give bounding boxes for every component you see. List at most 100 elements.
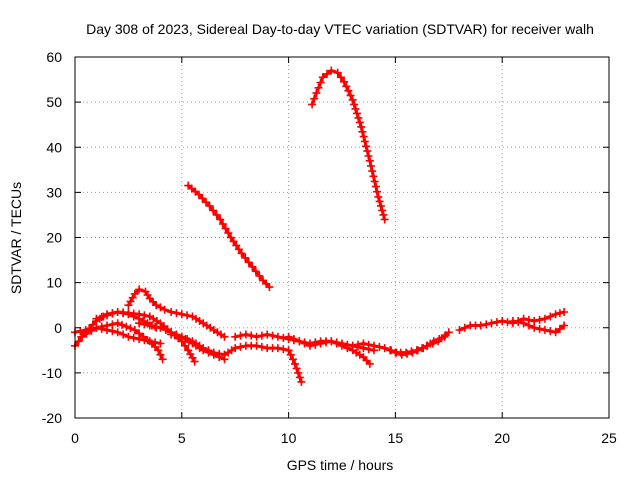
data-point-marker xyxy=(151,338,160,347)
data-point-marker xyxy=(408,348,417,357)
data-point-marker xyxy=(145,337,154,346)
data-point-marker xyxy=(322,338,330,347)
data-point-marker xyxy=(265,283,274,292)
data-point-marker xyxy=(286,350,295,359)
data-point-marker xyxy=(333,68,342,77)
data-point-marker xyxy=(151,322,160,331)
y-tick-label: 40 xyxy=(46,139,62,155)
data-point-marker xyxy=(376,201,385,210)
data-point-marker xyxy=(476,321,485,330)
data-point-marker xyxy=(403,349,412,358)
data-point-marker xyxy=(273,344,282,353)
data-point-marker xyxy=(355,118,364,127)
data-point-marker xyxy=(252,332,261,341)
data-point-marker xyxy=(338,341,346,350)
data-point-marker xyxy=(316,339,325,348)
data-point-marker xyxy=(530,317,539,325)
data-point-marker xyxy=(560,321,569,330)
data-point-marker xyxy=(216,215,225,224)
data-point-marker xyxy=(503,318,512,327)
data-point-marker xyxy=(350,100,359,109)
data-point-marker xyxy=(514,318,523,327)
data-point-marker xyxy=(371,182,380,191)
data-point-marker xyxy=(237,249,246,258)
data-point-marker xyxy=(348,95,357,104)
data-point-marker xyxy=(392,348,401,357)
data-point-marker xyxy=(359,339,368,348)
y-tick-label: 30 xyxy=(46,184,62,200)
data-point-marker xyxy=(498,317,507,325)
data-point-marker xyxy=(540,326,549,334)
data-point-marker xyxy=(257,331,266,340)
x-tick-label: 25 xyxy=(601,430,617,446)
data-point-marker xyxy=(145,321,154,330)
data-point-marker xyxy=(231,344,240,353)
data-point-marker xyxy=(364,152,373,160)
data-point-marker xyxy=(524,321,533,330)
data-point-marker xyxy=(140,320,149,329)
data-point-marker xyxy=(257,342,266,351)
data-point-marker xyxy=(156,303,165,312)
data-point-marker xyxy=(492,318,501,327)
data-point-marker xyxy=(241,253,250,262)
x-tick-label: 5 xyxy=(178,430,186,446)
data-point-marker xyxy=(530,323,539,332)
data-point-marker xyxy=(140,311,149,320)
y-tick-label: 50 xyxy=(46,94,62,110)
data-point-marker xyxy=(444,328,453,337)
data-point-marker xyxy=(369,172,378,181)
series-track-k xyxy=(184,181,274,292)
data-point-marker xyxy=(354,340,362,349)
data-point-marker xyxy=(154,346,163,355)
data-point-marker xyxy=(279,333,288,342)
data-point-marker xyxy=(327,337,336,346)
data-point-marker xyxy=(108,327,117,336)
data-point-marker xyxy=(218,220,227,228)
data-point-marker xyxy=(312,89,321,98)
data-point-marker xyxy=(363,147,372,156)
data-point-marker xyxy=(364,340,373,349)
data-point-marker xyxy=(221,224,230,233)
data-point-marker xyxy=(252,341,261,350)
data-series xyxy=(71,66,569,386)
x-axis-title: GPS time / hours xyxy=(287,457,394,473)
data-point-marker xyxy=(97,324,106,333)
data-point-marker xyxy=(354,113,363,122)
data-point-marker xyxy=(368,167,377,176)
data-point-marker xyxy=(202,198,210,207)
data-point-marker xyxy=(236,331,245,340)
data-point-marker xyxy=(323,69,331,78)
data-point-marker xyxy=(241,330,250,339)
data-point-marker xyxy=(76,327,85,336)
y-tick-labels: -20 -10 0 10 20 30 40 50 60 xyxy=(42,49,62,426)
data-point-marker xyxy=(455,326,464,334)
data-point-marker xyxy=(255,271,264,280)
data-point-marker xyxy=(135,319,144,328)
data-point-marker xyxy=(103,326,111,334)
data-point-marker xyxy=(156,350,165,359)
series-track-j xyxy=(284,332,374,368)
data-point-marker xyxy=(215,349,224,358)
y-tick-label: 20 xyxy=(46,230,62,246)
data-point-marker xyxy=(220,332,229,341)
data-point-marker xyxy=(135,335,144,343)
data-point-marker xyxy=(310,94,319,103)
data-point-marker xyxy=(199,344,208,353)
series-track-p xyxy=(508,317,569,337)
data-point-marker xyxy=(359,132,368,141)
data-point-marker xyxy=(158,355,167,364)
data-point-marker xyxy=(172,331,181,340)
data-point-marker xyxy=(487,319,496,328)
data-point-marker xyxy=(231,332,240,341)
data-point-marker xyxy=(343,344,352,353)
data-point-marker xyxy=(92,323,101,332)
x-tick-label: 15 xyxy=(388,430,404,446)
y-tick-label: 10 xyxy=(46,275,62,291)
data-point-marker xyxy=(284,346,293,355)
series-track-g xyxy=(167,330,229,359)
data-point-marker xyxy=(135,310,144,319)
data-point-marker xyxy=(351,104,360,113)
y-tick-label: -20 xyxy=(42,410,62,426)
data-point-marker xyxy=(294,368,303,377)
x-tick-label: 20 xyxy=(494,430,510,446)
